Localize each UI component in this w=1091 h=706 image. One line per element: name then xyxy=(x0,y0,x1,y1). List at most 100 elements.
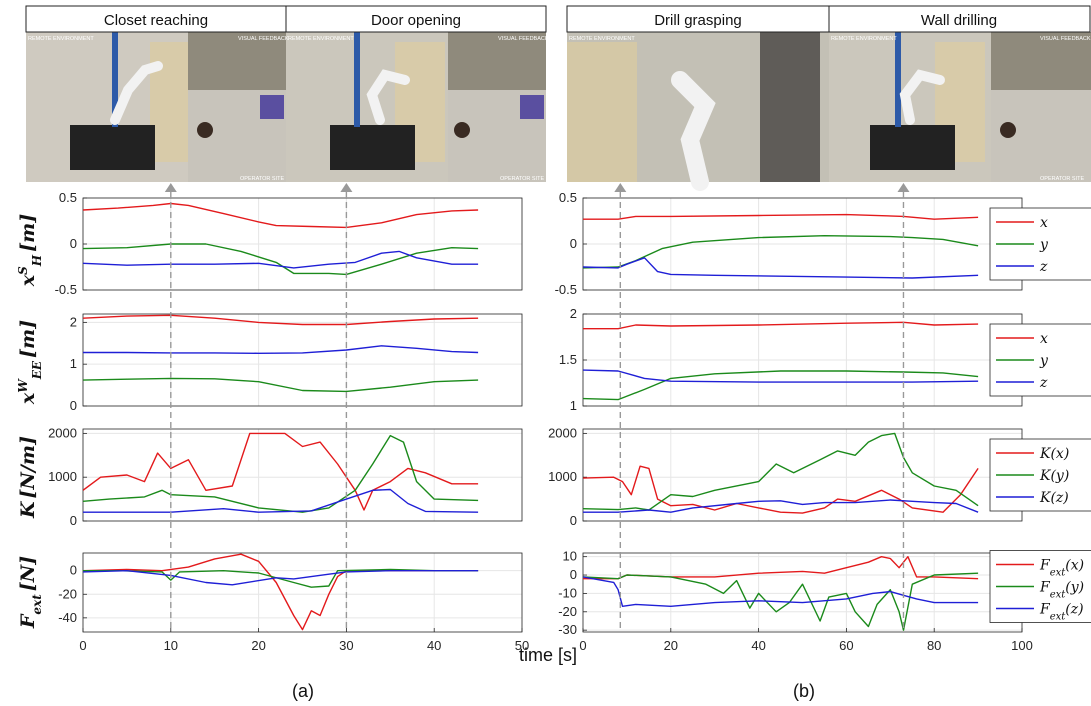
series-line-fext-y xyxy=(583,572,979,631)
left-photo-monitor xyxy=(260,95,284,119)
right-header-box-2 xyxy=(828,5,1091,33)
photo-label-remote-4: REMOTE ENVIRONMENT xyxy=(831,36,897,42)
legend-label: K(z) xyxy=(1039,490,1069,506)
phase-guide-arrow xyxy=(614,183,627,192)
x-tick-label: 20 xyxy=(664,638,678,653)
y-tick-label: 0 xyxy=(70,236,77,251)
x-tick-label: 100 xyxy=(1011,638,1033,653)
legend-label: x xyxy=(1040,331,1048,347)
series-line-k-y xyxy=(83,434,479,513)
header-closet-reaching: Closet reaching xyxy=(104,12,208,29)
series-line-x xyxy=(583,321,979,330)
left-photo-inset-top-2 xyxy=(448,32,546,90)
y-tick-label: 10 xyxy=(563,549,577,564)
left-photo-robot-arm-2 xyxy=(366,69,410,125)
y-tick-label: 2 xyxy=(70,314,77,329)
legend-label: y xyxy=(1039,353,1049,369)
right-photo-robot-arm-2 xyxy=(899,69,945,125)
axes-box xyxy=(582,428,1023,522)
header-wall-drilling: Wall drilling xyxy=(921,12,997,29)
photo-label-remote-1: REMOTE ENVIRONMENT xyxy=(28,36,94,42)
series-line-k-x xyxy=(83,432,479,511)
subfig-label-b: (b) xyxy=(793,681,815,701)
legend-label: K(y) xyxy=(1039,468,1069,484)
left-photo-robot-base-2 xyxy=(330,125,415,170)
photo-label-visual-3: VISUAL FEEDBACK xyxy=(1040,36,1091,42)
row-labels: xSH[m] xWEE[m] K[N/m] Fext[N] xyxy=(16,214,44,629)
y-tick-label: 0 xyxy=(570,236,577,251)
series-line-y xyxy=(83,243,479,276)
left-header-box-2 xyxy=(285,5,547,33)
axes-box xyxy=(82,552,523,633)
photo-strips: REMOTE ENVIRONMENT VISUAL FEEDBACK OPERA… xyxy=(25,5,1091,191)
legend-label: Fext(z) xyxy=(1039,602,1084,623)
row-label-force: Fext[N] xyxy=(17,556,44,629)
chart-a-pos-ee: 0 1 2 xyxy=(70,313,523,413)
chart-a-force: -40 -20 0 0 10 20 30 40 50 xyxy=(58,552,529,653)
chart-b-stiffness: 0 1000 2000 K(x) K(y) K(z) xyxy=(548,425,1091,528)
x-tick-label: 50 xyxy=(515,638,529,653)
series-line-z xyxy=(583,369,979,383)
right-photo-pole-2 xyxy=(895,32,901,127)
x-tick-label: 80 xyxy=(927,638,941,653)
x-axis-label: time [s] xyxy=(519,645,577,665)
left-photo-pole xyxy=(112,32,118,127)
x-tick-label: 60 xyxy=(839,638,853,653)
legend: Fext(x)Fext(y)Fext(z) xyxy=(989,550,1091,623)
y-tick-label: -30 xyxy=(558,622,577,637)
header-door-opening: Door opening xyxy=(371,12,461,29)
legend: xyz xyxy=(989,323,1091,397)
x-tick-label: 10 xyxy=(164,638,178,653)
y-tick-label: 1.5 xyxy=(559,352,577,367)
y-tick-label: 0 xyxy=(70,563,77,578)
series-line-y xyxy=(583,235,979,269)
right-photo-robot-arm xyxy=(671,71,716,191)
y-tick-label: 2000 xyxy=(48,425,77,440)
y-tick-label: 2000 xyxy=(548,425,577,440)
y-tick-label: -20 xyxy=(58,586,77,601)
header-drill-grasping: Drill grasping xyxy=(654,12,742,29)
series-line-x xyxy=(83,314,479,326)
series-line-z xyxy=(583,257,979,279)
y-tick-label: 1 xyxy=(570,398,577,413)
left-photo-inset-top xyxy=(188,32,286,90)
chart-a-stiffness: 0 1000 2000 xyxy=(48,425,523,528)
phase-guides xyxy=(164,183,910,632)
left-photo-cabinet xyxy=(150,42,188,162)
y-tick-label: 1000 xyxy=(48,469,77,484)
axes-box xyxy=(582,552,1023,633)
legend-label: z xyxy=(1039,375,1048,391)
y-tick-label: 0.5 xyxy=(559,190,577,205)
legend: K(x) K(y) K(z) xyxy=(989,438,1091,512)
phase-guide-arrow xyxy=(164,183,177,192)
left-photo-strip: REMOTE ENVIRONMENT VISUAL FEEDBACK OPERA… xyxy=(26,32,549,182)
legend-label: x xyxy=(1040,215,1048,231)
photo-label-remote-3: REMOTE ENVIRONMENT xyxy=(569,36,635,42)
right-photo-operator xyxy=(1000,122,1016,138)
series-line-x xyxy=(583,213,979,220)
series-line-k-z xyxy=(83,488,479,513)
row-label-ee-pos: xWEE[m] xyxy=(16,320,44,405)
photo-label-visual-2: VISUAL FEEDBACK xyxy=(498,36,549,42)
x-tick-label: 40 xyxy=(427,638,441,653)
series-line-k-y xyxy=(583,432,979,511)
x-tick-label: 20 xyxy=(251,638,265,653)
series-line-k-x xyxy=(583,465,979,514)
series-line-k-z xyxy=(583,499,979,513)
left-photo-operator xyxy=(197,122,213,138)
x-tick-label: 0 xyxy=(79,638,86,653)
y-tick-label: 0 xyxy=(570,567,577,582)
photo-label-operator-1: OPERATOR SITE xyxy=(240,176,284,182)
left-photo-operator-2 xyxy=(454,122,470,138)
left-photo-robot-base xyxy=(70,125,155,170)
chart-a-pos-human: -0.5 0 0.5 xyxy=(55,190,523,297)
right-photo-strip: REMOTE ENVIRONMENT REMOTE ENVIRONMENT VI… xyxy=(567,32,1091,191)
y-tick-label: -10 xyxy=(558,585,577,600)
left-photo-monitor-2 xyxy=(520,95,544,119)
series-line-fext-z xyxy=(83,570,479,586)
series-line-x xyxy=(83,202,479,229)
series-line-z xyxy=(83,345,479,354)
chart-b-pos-human: -0.5 0 0.5 xyz xyxy=(555,190,1091,297)
